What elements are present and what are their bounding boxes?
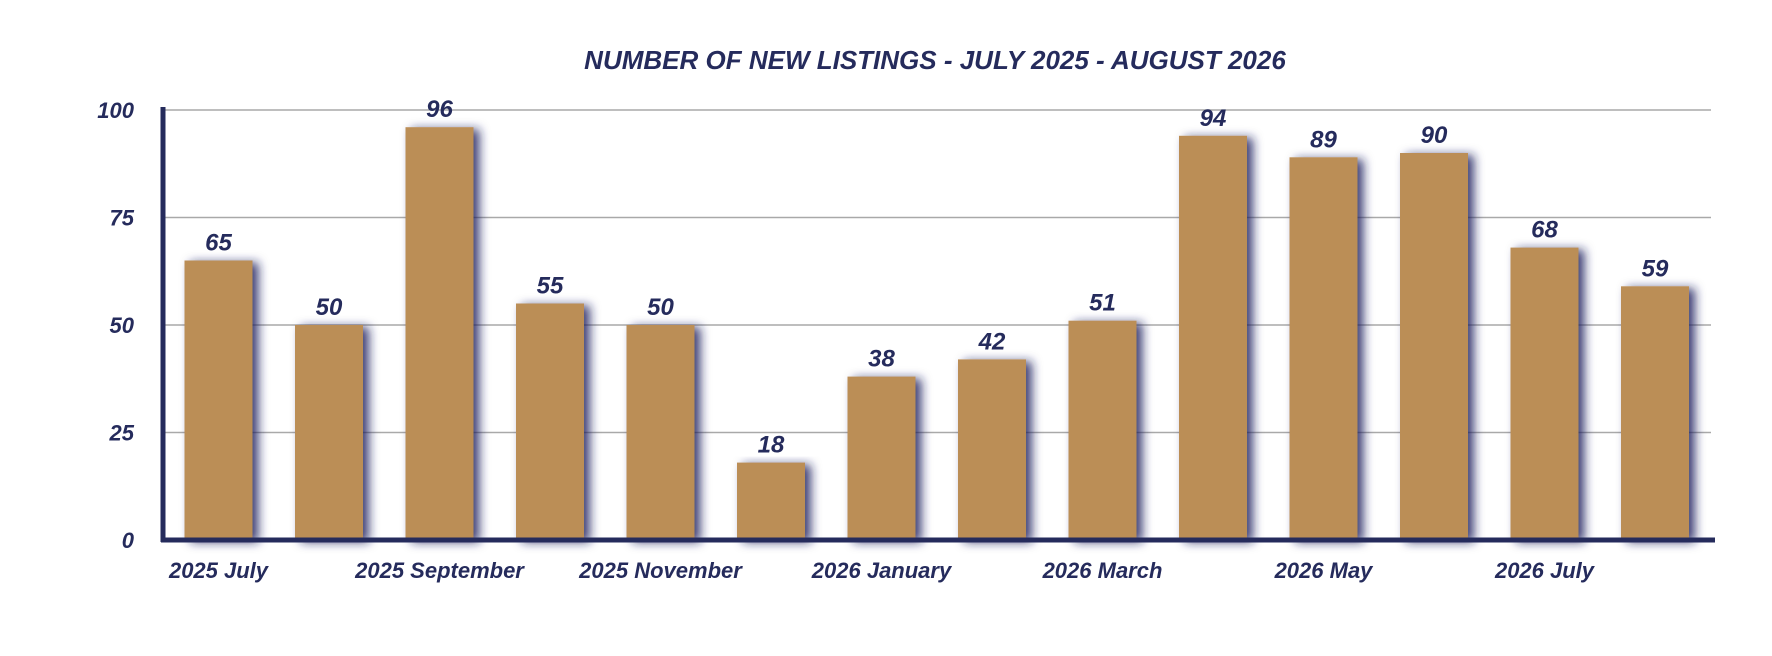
data-label: 89 xyxy=(1310,126,1337,153)
data-label: 59 xyxy=(1642,255,1669,282)
y-tick-label: 75 xyxy=(110,206,135,231)
data-label: 96 xyxy=(426,96,453,123)
data-label: 50 xyxy=(316,294,343,321)
data-label: 90 xyxy=(1421,122,1448,149)
bar xyxy=(1621,286,1689,540)
bar xyxy=(1510,247,1579,540)
bar xyxy=(626,325,695,540)
y-axis-ticks: 0 25 50 75 100 xyxy=(97,98,134,553)
data-label: 18 xyxy=(758,432,785,459)
x-tick-label: 2025 July xyxy=(168,558,270,583)
bar xyxy=(1289,157,1358,541)
bar xyxy=(516,303,584,540)
data-label: 42 xyxy=(978,328,1006,355)
chart-title: NUMBER OF NEW LISTINGS - JULY 2025 - AUG… xyxy=(584,45,1286,75)
x-tick-label: 2026 January xyxy=(811,558,953,583)
gridlines xyxy=(163,109,1711,434)
data-label: 94 xyxy=(1200,105,1227,132)
data-label: 38 xyxy=(868,346,895,373)
bar xyxy=(737,462,805,540)
bar xyxy=(1400,153,1468,540)
y-tick-label: 25 xyxy=(109,421,135,446)
bar xyxy=(847,376,916,540)
data-label: 51 xyxy=(1089,290,1116,317)
axes xyxy=(160,107,1715,543)
data-label: 50 xyxy=(647,294,674,321)
x-tick-label: 2026 May xyxy=(1274,558,1375,583)
x-tick-label: 2025 September xyxy=(354,558,525,583)
data-label: 55 xyxy=(537,273,564,300)
y-tick-label: 50 xyxy=(110,313,135,338)
x-tick-label: 2026 July xyxy=(1494,558,1596,583)
y-tick-label: 100 xyxy=(97,98,134,123)
bar xyxy=(184,260,253,540)
bar xyxy=(405,127,474,540)
bar xyxy=(958,359,1026,540)
bars xyxy=(184,127,1689,541)
x-tick-label: 2026 March xyxy=(1042,558,1163,583)
data-labels: 65 50 96 55 50 18 38 42 51 94 89 90 68 59 xyxy=(205,96,1669,458)
data-label: 68 xyxy=(1531,217,1558,244)
data-label: 65 xyxy=(205,230,232,257)
bar xyxy=(295,325,363,540)
y-tick-label: 0 xyxy=(122,528,135,553)
x-tick-label: 2025 November xyxy=(578,558,743,583)
bar xyxy=(1179,135,1247,541)
bar xyxy=(1068,320,1137,540)
x-axis-ticks: 2025 July 2025 September 2025 November 2026… xyxy=(168,558,1596,583)
